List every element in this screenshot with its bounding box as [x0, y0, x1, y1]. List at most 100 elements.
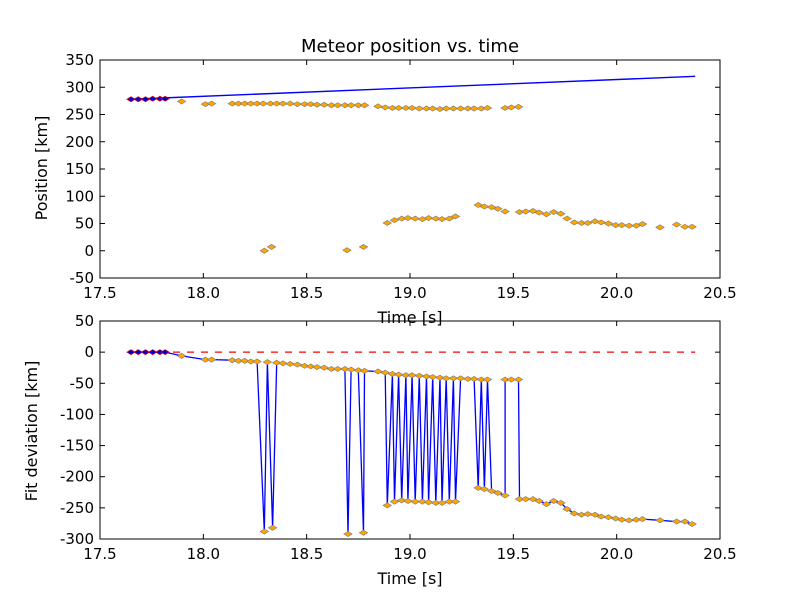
data-point [479, 486, 490, 493]
x-tick-label: 18.0 [187, 545, 220, 563]
y-tick-label: -50 [70, 269, 95, 287]
axes: 17.5 18.0 18.5 19.0 19.5 20.0 20.5 -300 -250 -200… [60, 312, 737, 563]
data-point [680, 518, 690, 525]
data-point [500, 492, 510, 499]
y-tick-label: 50 [75, 312, 94, 330]
x-tick-label: 19.5 [497, 545, 530, 563]
data-point [548, 209, 559, 216]
y-tick-label: 0 [84, 343, 94, 361]
data-point [267, 524, 278, 531]
data-point [343, 531, 353, 537]
data-point [687, 223, 697, 230]
data-point [259, 247, 270, 254]
data-point [160, 349, 170, 356]
data-point [687, 521, 697, 528]
plot-area [126, 349, 697, 537]
data-point [206, 356, 217, 363]
data-point [513, 376, 524, 383]
data-point [548, 498, 559, 504]
x-tick-label: 18.0 [187, 284, 220, 302]
fit-line [130, 75, 696, 100]
data-point [482, 376, 493, 383]
data-point [655, 517, 665, 524]
x-tick-label: 20.0 [600, 545, 633, 563]
y-tick-label: -100 [60, 405, 94, 423]
data-point [389, 498, 400, 505]
plot-area [126, 75, 697, 254]
data-point [342, 247, 352, 254]
data-point [358, 243, 369, 250]
chart-title: Meteor position vs. time [301, 36, 519, 57]
data-point [596, 219, 606, 226]
data-point [206, 100, 217, 107]
x-tick-label: 20.5 [703, 545, 736, 563]
data-point [590, 511, 600, 518]
y-tick-label: -200 [60, 468, 94, 486]
data-point [541, 211, 552, 218]
data-point [359, 102, 370, 109]
data-point [603, 220, 614, 227]
data-point [534, 209, 544, 216]
data-point [450, 498, 461, 505]
data-point [319, 364, 330, 371]
data-point [373, 103, 383, 110]
y-tick-label: 200 [65, 133, 94, 151]
data-point [493, 205, 503, 212]
data-point [582, 220, 593, 226]
y-tick-label: 350 [65, 51, 94, 69]
y-axis-label: Fit deviation [km] [22, 361, 41, 502]
data-point [482, 105, 493, 111]
data-point [513, 103, 524, 110]
data-point [373, 368, 383, 375]
axes: 17.5 18.0 18.5 19.0 19.5 20.0 20.5 -50 0 50 100 150… [65, 51, 736, 302]
y-tick-label: 300 [65, 78, 94, 96]
data-point [500, 208, 510, 215]
data-point [528, 496, 538, 503]
x-tick-label: 20.0 [600, 284, 633, 302]
data-point [292, 361, 303, 368]
x-tick-label: 18.5 [290, 545, 323, 563]
y-tick-label: -250 [60, 499, 94, 517]
x-axis-label: Time [s] [376, 569, 442, 588]
y-tick-label: -150 [60, 437, 94, 455]
data-point [359, 367, 370, 374]
data-point [358, 529, 369, 536]
data-point [486, 488, 497, 494]
data-point [556, 210, 566, 217]
data-point [534, 498, 544, 504]
x-tick-label: 17.5 [83, 284, 116, 302]
data-point [252, 358, 262, 365]
data-point [266, 243, 277, 250]
y-tick-label: 250 [65, 106, 94, 124]
data-point [160, 95, 170, 102]
data-point [569, 510, 580, 517]
data-point [562, 506, 572, 513]
data-point [444, 215, 455, 222]
data-point [603, 514, 614, 521]
data-point [671, 221, 682, 228]
y-axis-label: Position [km] [32, 116, 51, 221]
y-tick-label: 100 [65, 187, 94, 205]
y-tick-label: 150 [65, 160, 94, 178]
y-tick-label: -300 [60, 530, 94, 548]
data-point [389, 217, 400, 224]
position-chart: Meteor position vs. time 17.5 18.0 18.5 19.… [32, 36, 737, 327]
x-tick-label: 18.5 [290, 284, 323, 302]
data-point [262, 359, 273, 366]
data-point [637, 221, 648, 227]
data-point [556, 499, 566, 506]
data-point [450, 213, 461, 220]
data-point [437, 499, 447, 506]
x-tick-label: 19.0 [393, 545, 426, 563]
data-point [176, 98, 187, 105]
x-tick-label: 20.5 [703, 284, 736, 302]
data-point [382, 220, 393, 226]
y-tick-label: 0 [84, 242, 94, 260]
data-point [382, 502, 393, 509]
data-point [655, 224, 665, 231]
y-tick-label: 50 [75, 215, 94, 233]
data-point [541, 501, 552, 508]
x-tick-label: 19.5 [497, 284, 530, 302]
data-point [637, 516, 648, 523]
